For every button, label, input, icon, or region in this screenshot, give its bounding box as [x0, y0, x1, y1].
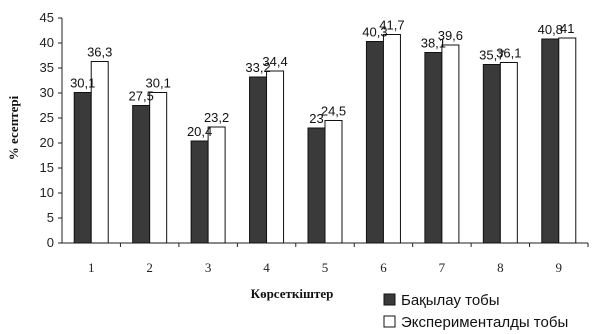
- legend-item-control: Бақылау тобы: [383, 292, 500, 309]
- y-tick-label: 15: [40, 160, 54, 175]
- bar-control: [482, 64, 501, 244]
- bar-experimental: [382, 34, 401, 244]
- legend-swatch-control: [383, 293, 396, 306]
- x-tick-label: 3: [205, 260, 212, 275]
- data-label-experimental: 36,3: [87, 45, 112, 60]
- x-tick-label: 4: [263, 260, 270, 275]
- data-label-experimental: 34,4: [262, 54, 287, 69]
- data-labels: 30,136,327,530,120,423,233,234,42324,540…: [70, 18, 574, 140]
- y-axis: 0 5 10 15 20 25 30 35 40 45: [40, 10, 63, 250]
- x-tick-label: 9: [556, 260, 563, 275]
- legend: Бақылау тобы Экспериментaлды тобы: [383, 292, 568, 331]
- bar-experimental: [207, 126, 226, 244]
- data-label-control: 27,5: [129, 89, 154, 104]
- y-tick-label: 45: [40, 10, 54, 25]
- x-axis: 1 2 3 4 5 6 7 8 9: [62, 242, 589, 275]
- x-tick-label: 8: [497, 260, 504, 275]
- bar-experimental: [324, 120, 343, 244]
- bar-control: [190, 140, 209, 244]
- bar-experimental: [499, 62, 518, 244]
- data-label-control: 38,1: [421, 36, 446, 51]
- legend-label-experimental: Экспериментaлды тобы: [401, 314, 568, 331]
- y-tick-label: 40: [40, 35, 54, 50]
- x-tick-label: 2: [146, 260, 153, 275]
- bar-experimental: [90, 61, 109, 244]
- x-tick-label: 5: [322, 260, 329, 275]
- data-label-experimental: 24,5: [321, 104, 346, 119]
- data-label-experimental: 30,1: [146, 76, 171, 91]
- data-label-control: 35,7: [479, 48, 504, 63]
- data-label-control: 30,1: [70, 76, 95, 91]
- data-label-experimental: 36,1: [496, 46, 521, 61]
- bar-control: [132, 105, 151, 244]
- legend-label-control: Бақылау тобы: [401, 292, 500, 309]
- data-label-control: 20,4: [187, 124, 212, 139]
- y-tick-label: 0: [47, 235, 54, 250]
- y-tick-label: 20: [40, 135, 54, 150]
- x-tick-label: 7: [439, 260, 446, 275]
- y-tick-label: 5: [47, 210, 54, 225]
- bars: [73, 34, 577, 244]
- bar-experimental: [441, 44, 460, 244]
- data-label-control: 40,8: [538, 22, 563, 37]
- y-tick-label: 35: [40, 60, 54, 75]
- data-label-experimental: 41: [560, 21, 574, 36]
- bar-control: [541, 38, 560, 244]
- data-label-experimental: 23,2: [204, 110, 229, 125]
- data-label-experimental: 39,6: [438, 28, 463, 43]
- legend-swatch-experimental: [383, 315, 396, 328]
- bar-experimental: [149, 92, 168, 244]
- bar-control: [424, 52, 443, 244]
- data-label-control: 40,3: [362, 25, 387, 40]
- bar-experimental: [266, 70, 285, 244]
- bar-experimental: [558, 37, 577, 244]
- y-axis-title: % есептері: [6, 95, 21, 160]
- y-tick-label: 25: [40, 110, 54, 125]
- data-label-control: 33,2: [245, 60, 270, 75]
- x-axis-title: Көрсеткіштер: [251, 286, 334, 301]
- bar-control: [73, 92, 92, 244]
- bar-control: [307, 127, 326, 244]
- bar-control: [365, 41, 384, 244]
- x-tick-label: 6: [380, 260, 387, 275]
- data-label-experimental: 41,7: [379, 18, 404, 33]
- y-tick-label: 10: [40, 185, 54, 200]
- y-tick-label: 30: [40, 85, 54, 100]
- x-tick-label: 1: [88, 260, 95, 275]
- legend-item-experimental: Экспериментaлды тобы: [383, 314, 568, 331]
- data-label-control: 23: [309, 111, 323, 126]
- bar-control: [249, 76, 268, 244]
